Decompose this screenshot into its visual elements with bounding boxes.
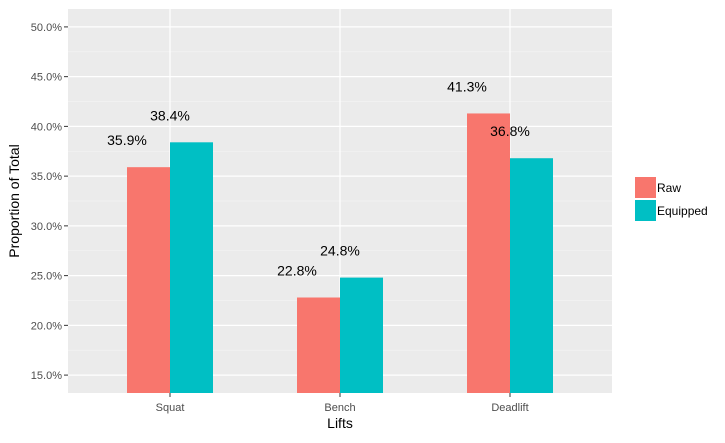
y-tick-label: 40.0% — [31, 121, 62, 133]
y-axis-ticks: 15.0% 20.0% 25.0% 30.0% 35.0% 40.0% 45.0% 50.0% — [31, 22, 68, 382]
y-axis-title: Proportion of Total — [6, 144, 22, 257]
bar-raw-squat — [127, 167, 170, 393]
bar-raw-deadlift — [467, 113, 510, 393]
legend-label-raw: Raw — [657, 181, 681, 195]
y-tick-label: 35.0% — [31, 171, 62, 183]
legend-label-equipped: Equipped — [657, 204, 708, 218]
data-label-equipped-deadlift: 36.8% — [490, 123, 530, 139]
x-tick-label-squat: Squat — [156, 402, 185, 414]
legend: Raw Equipped — [635, 177, 708, 221]
x-tick-label-bench: Bench — [324, 402, 355, 414]
data-label-raw-deadlift: 41.3% — [447, 78, 487, 94]
y-tick-label: 15.0% — [31, 370, 62, 382]
y-tick-label: 50.0% — [31, 22, 62, 34]
bar-equipped-deadlift — [510, 158, 553, 393]
data-labels-group: 35.9% 22.8% 41.3% 38.4% 24.8% 36.8% — [107, 78, 530, 278]
bars-group — [127, 113, 553, 393]
data-label-equipped-bench: 24.8% — [320, 243, 360, 259]
data-label-raw-bench: 22.8% — [277, 262, 317, 278]
data-label-raw-squat: 35.9% — [107, 132, 147, 148]
data-label-equipped-squat: 38.4% — [150, 107, 190, 123]
bar-raw-bench — [297, 297, 340, 393]
y-tick-label: 30.0% — [31, 221, 62, 233]
x-axis-ticks: Squat Bench Deadlift — [156, 393, 529, 414]
y-tick-label: 20.0% — [31, 320, 62, 332]
x-tick-label-deadlift: Deadlift — [491, 402, 528, 414]
legend-key-raw — [635, 177, 656, 198]
legend-key-equipped — [635, 200, 656, 221]
bar-equipped-bench — [340, 277, 383, 393]
y-tick-label: 45.0% — [31, 72, 62, 84]
bar-equipped-squat — [170, 142, 213, 393]
y-tick-label: 25.0% — [31, 271, 62, 283]
x-axis-title: Lifts — [327, 415, 353, 431]
